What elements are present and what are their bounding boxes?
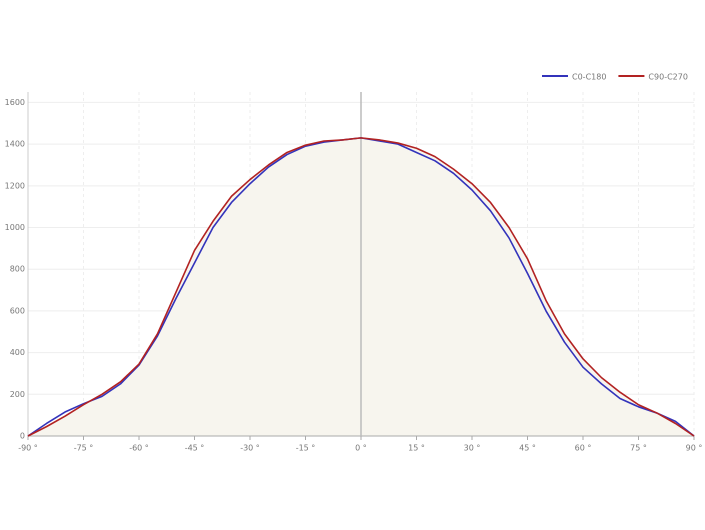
x-tick-label: 0 ° [355, 444, 367, 453]
legend-label: C90-C270 [648, 73, 688, 82]
x-tick-label: 60 ° [575, 444, 592, 453]
y-tick-label: 200 [10, 390, 25, 399]
x-tick-label: -30 ° [240, 444, 260, 453]
x-tick-label: 90 ° [686, 444, 703, 453]
x-tick-label: -15 ° [296, 444, 316, 453]
x-tick-label: 15 ° [408, 444, 425, 453]
y-tick-label: 400 [10, 348, 25, 357]
y-tick-label: 1600 [5, 98, 25, 107]
y-tick-label: 1200 [5, 181, 25, 190]
y-tick-label: 1400 [5, 140, 25, 149]
x-tick-label: 45 ° [519, 444, 536, 453]
x-tick-label: -60 ° [129, 444, 149, 453]
y-tick-label: 1000 [5, 223, 25, 232]
x-tick-label: -90 ° [18, 444, 38, 453]
x-tick-label: 30 ° [464, 444, 481, 453]
x-tick-label: 75 ° [630, 444, 647, 453]
y-tick-label: 0 [20, 432, 25, 441]
y-tick-label: 800 [10, 265, 25, 274]
y-tick-label: 600 [10, 306, 25, 315]
line [27, 137, 695, 437]
x-tick-label: -45 ° [185, 444, 205, 453]
legend-label: C0-C180 [572, 73, 606, 82]
x-tick-label: -75 ° [74, 444, 94, 453]
